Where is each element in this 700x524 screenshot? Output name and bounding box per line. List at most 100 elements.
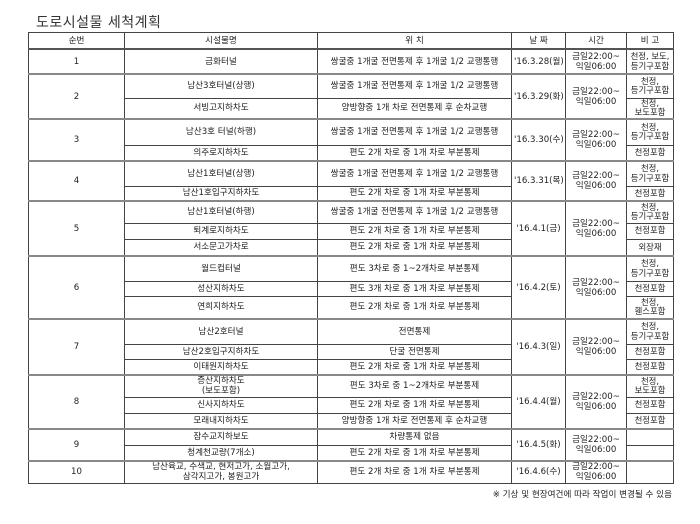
row-number: 6 [28, 255, 125, 320]
row-number: 5 [28, 200, 125, 257]
table-row: 10 남산육교, 수색교, 현저고가, 소월고가, 삼각지고가, 봉원고가 편도 2개… [28, 460, 674, 484]
date: '16.4.5(화) [511, 428, 566, 462]
facility-name: 잠수교지하보도 [124, 428, 318, 446]
table-row: 신사지하차도 편도 2개 차로 중 1개 차로 부분통제 천정포함 [29, 396, 674, 414]
note [626, 460, 674, 484]
location-detail: 전면통제 [317, 318, 512, 345]
note: 천정, 보도포함 [626, 97, 674, 120]
facility-name: 남산2호터널 [124, 318, 318, 345]
note: 천정, 보도포함 [626, 374, 674, 398]
location-detail: 편도 2개 차로 중 1개 차로 부분통제 [317, 185, 512, 202]
header-row: 순번 시설물명 위 치 날 짜 시간 비 고 [28, 32, 674, 50]
facility-name: 서소문고가차로 [124, 238, 318, 257]
note: 천정포함 [626, 185, 674, 202]
time: 금일22:00~ 익일06:00 [565, 48, 627, 75]
note [626, 428, 674, 446]
time: 금일22:00~ 익일06:00 [565, 374, 627, 430]
table-row: 남산2호입구지하차도 단굴 전면통제 천정포함 [29, 343, 674, 360]
table-row: 3 남산3호 터널(하행) 쌍굴중 1개굴 전면통제 후 1개굴 1/2 교행통행 '… [28, 118, 674, 162]
table-row: 8 증산지하차도 (보도포함) 편도 3차로 중 1~2개차로 부분통제 '16.4.4… [28, 374, 674, 430]
facility-name: 남산3호터널(상행) [124, 73, 318, 99]
location-detail: 편도 2개 차로 중 1개 차로 부분통제 [317, 295, 512, 320]
note [626, 444, 674, 462]
time: 금일22:00~ 익일06:00 [565, 255, 627, 320]
location-detail: 양방향중 1개 차로 전면통제 후 순차교행 [317, 412, 512, 430]
time: 금일22:00~ 익일06:00 [565, 428, 627, 462]
time: 금일22:00~ 익일06:00 [565, 318, 627, 376]
date: '16.4.1(금) [511, 200, 566, 257]
note: 천정, 휀스포함 [626, 295, 674, 320]
facility-name: 서빙고지하차도 [124, 97, 318, 120]
header-no: 순번 [28, 32, 125, 50]
location-detail: 편도 2개 차로 중 1개 차로 부분통제 [317, 396, 512, 414]
note: 천정, 등기구포함 [626, 255, 674, 282]
location-detail: 양방향중 1개 차로 전면통제 후 순차교행 [317, 97, 512, 120]
location-detail: 편도 2개 차로 중 1개 차로 부분통제 [317, 444, 512, 462]
row-number: 9 [28, 428, 125, 462]
facility-name: 이태원지하차도 [124, 358, 318, 376]
date: '16.4.6(수) [511, 460, 566, 484]
location-detail: 쌍굴중 1개굴 전면통제 후 1개굴 1/2 교행통행 [317, 160, 512, 187]
facility-name: 남산육교, 수색교, 현저고가, 소월고가, 삼각지고가, 봉원고가 [124, 460, 318, 484]
note: 천정포함 [626, 358, 674, 376]
note: 외장재 [626, 238, 674, 257]
facility-name: 의주로지하차도 [124, 144, 318, 162]
table-row: 성산지하차도 편도 3개 차로 중 1개 차로 부분통제 천정포함 [29, 280, 674, 297]
row-number: 7 [28, 318, 125, 376]
header-time: 시간 [565, 32, 627, 50]
row-number: 3 [28, 118, 125, 162]
note: 천정, 보도, 등기구포함 [626, 48, 674, 75]
note: 천정, 등기구포함 [626, 118, 674, 146]
location-detail: 편도 3차로 중 1~2개차로 부분통제 [317, 255, 512, 282]
facility-name: 연희지하차도 [124, 295, 318, 320]
time: 금일22:00~ 익일06:00 [565, 73, 627, 120]
facility-name: 남산2호입구지하차도 [124, 343, 318, 360]
table-row: 6 월드컵터널 편도 3차로 중 1~2개차로 부분통제 '16.4.2(토) 금일22… [28, 255, 674, 320]
date: '16.3.29(화) [511, 73, 566, 120]
row-number: 8 [28, 374, 125, 430]
note: 천정, 등기구포함 [626, 318, 674, 345]
facility-name: 증산지하차도 (보도포함) [124, 374, 318, 398]
note: 천정포함 [626, 280, 674, 297]
location-detail: 편도 2개 차로 중 1개 차로 부분통제 [317, 144, 512, 162]
date: '16.3.31(목) [511, 160, 566, 202]
location-detail: 편도 2개 차로 중 1개 차로 부분통제 [317, 358, 512, 376]
facility-name: 월드컵터널 [124, 255, 318, 282]
facility-name: 남산1호터널(상행) [124, 160, 318, 187]
table-row: 7 남산2호터널 전면통제 '16.4.3(일) 금일22:00~ 익일06:00 천정, 등… [28, 318, 674, 376]
header-note: 비 고 [626, 32, 674, 50]
header-facility: 시설물명 [124, 32, 318, 50]
facility-name: 금화터널 [124, 48, 318, 75]
time: 금일22:00~ 익일06:00 [565, 160, 627, 202]
row-number: 4 [28, 160, 125, 202]
date: '16.3.28(월) [511, 48, 566, 75]
table-row: 1 금화터널 쌍굴중 1개굴 전면통제 후 1개굴 1/2 교행통행 '16.3.28… [28, 48, 674, 75]
table-row: 청계천교량(7개소) 편도 2개 차로 중 1개 차로 부분통제 [29, 444, 674, 462]
location-detail: 편도 3차로 중 1~2개차로 부분통제 [317, 374, 512, 398]
facility-name: 청계천교량(7개소) [124, 444, 318, 462]
facility-name: 남산3호 터널(하행) [124, 118, 318, 146]
row-number: 1 [28, 48, 125, 75]
location-detail: 쌍굴중 1개굴 전면통제 후 1개굴 1/2 교행통행 [317, 48, 512, 75]
date: '16.4.3(일) [511, 318, 566, 376]
table-row: 2 남산3호터널(상행) 쌍굴중 1개굴 전면통제 후 1개굴 1/2 교행통행 '1… [28, 73, 674, 120]
time: 금일22:00~ 익일06:00 [565, 460, 627, 484]
note: 천정포함 [626, 222, 674, 240]
facility-name: 신사지하차도 [124, 396, 318, 414]
location-detail: 편도 2개 차로 중 1개 차로 부분통제 [317, 460, 512, 484]
note: 천정, 등기구포함 [626, 160, 674, 187]
note: 천정, 등기구포함 [626, 73, 674, 99]
location-detail: 편도 3개 차로 중 1개 차로 부분통제 [317, 280, 512, 297]
location-detail: 쌍굴중 1개굴 전면통제 후 1개굴 1/2 교행통행 [317, 118, 512, 146]
note: 천정포함 [626, 412, 674, 430]
table-row: 5 남산1호터널(하행) 쌍굴중 1개굴 전면통제 후 1개굴 1/2 교행통행 '1… [28, 200, 674, 257]
note: 천정포함 [626, 144, 674, 162]
date: '16.3.30(수) [511, 118, 566, 162]
row-number: 2 [28, 73, 125, 120]
note: 천정포함 [626, 343, 674, 360]
table-row: 서빙고지하차도 양방향중 1개 차로 전면통제 후 순차교행 천정, 보도포함 [29, 97, 674, 120]
row-number: 10 [28, 460, 125, 484]
date: '16.4.4(월) [511, 374, 566, 430]
facility-name: 남산1호터널(하행) [124, 200, 318, 224]
table-row: 4 남산1호터널(상행) 쌍굴중 1개굴 전면통제 후 1개굴 1/2 교행통행 '1… [28, 160, 674, 202]
